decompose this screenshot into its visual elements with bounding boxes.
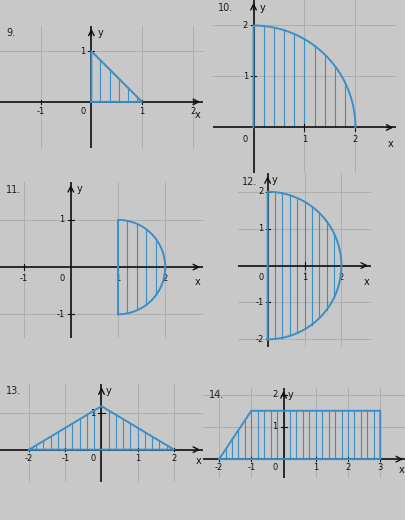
Text: 14.: 14. bbox=[209, 390, 224, 400]
Text: 1: 1 bbox=[312, 463, 318, 472]
Text: y: y bbox=[259, 3, 265, 12]
Text: -2: -2 bbox=[255, 335, 263, 344]
Text: 1: 1 bbox=[135, 454, 140, 463]
Text: -1: -1 bbox=[19, 274, 28, 283]
Text: 1: 1 bbox=[258, 224, 263, 233]
Text: 2: 2 bbox=[352, 135, 357, 144]
Text: y: y bbox=[106, 386, 111, 396]
Text: 2: 2 bbox=[190, 107, 195, 116]
Text: -2: -2 bbox=[215, 463, 223, 472]
Text: 10.: 10. bbox=[218, 4, 233, 14]
Text: 2: 2 bbox=[258, 187, 263, 196]
Text: 1: 1 bbox=[115, 274, 120, 283]
Text: x: x bbox=[194, 110, 200, 120]
Text: y: y bbox=[97, 28, 103, 38]
Text: 1: 1 bbox=[301, 274, 306, 282]
Text: 11.: 11. bbox=[6, 185, 21, 195]
Text: 0: 0 bbox=[80, 107, 85, 116]
Text: 12.: 12. bbox=[241, 177, 257, 187]
Text: -1: -1 bbox=[255, 298, 263, 307]
Text: 0: 0 bbox=[271, 463, 277, 472]
Text: 13.: 13. bbox=[6, 386, 21, 396]
Text: 2: 2 bbox=[345, 463, 350, 472]
Text: 0: 0 bbox=[258, 274, 263, 282]
Text: x: x bbox=[195, 456, 201, 466]
Text: x: x bbox=[387, 139, 393, 149]
Text: -2: -2 bbox=[25, 454, 33, 463]
Text: 3: 3 bbox=[377, 463, 382, 472]
Text: y: y bbox=[271, 175, 277, 185]
Text: 0: 0 bbox=[59, 274, 64, 283]
Text: 9.: 9. bbox=[6, 28, 15, 38]
Text: 2: 2 bbox=[242, 21, 247, 30]
Text: -1: -1 bbox=[56, 310, 64, 319]
Text: y: y bbox=[287, 390, 292, 400]
Text: 1: 1 bbox=[139, 107, 144, 116]
Text: 1: 1 bbox=[90, 409, 95, 418]
Text: x: x bbox=[398, 465, 403, 475]
Text: -1: -1 bbox=[36, 107, 45, 116]
Text: 1: 1 bbox=[80, 47, 85, 56]
Text: 2: 2 bbox=[171, 454, 176, 463]
Text: -1: -1 bbox=[247, 463, 255, 472]
Text: 0: 0 bbox=[90, 454, 95, 463]
Text: 0: 0 bbox=[242, 135, 247, 144]
Text: x: x bbox=[194, 277, 200, 287]
Text: 1: 1 bbox=[59, 215, 64, 224]
Text: -1: -1 bbox=[61, 454, 69, 463]
Text: 1: 1 bbox=[301, 135, 306, 144]
Text: 2: 2 bbox=[338, 274, 343, 282]
Text: x: x bbox=[362, 277, 368, 287]
Text: 1: 1 bbox=[271, 422, 277, 432]
Text: 2: 2 bbox=[162, 274, 167, 283]
Text: 1: 1 bbox=[242, 72, 247, 81]
Text: 2: 2 bbox=[271, 390, 277, 399]
Text: y: y bbox=[76, 185, 82, 194]
